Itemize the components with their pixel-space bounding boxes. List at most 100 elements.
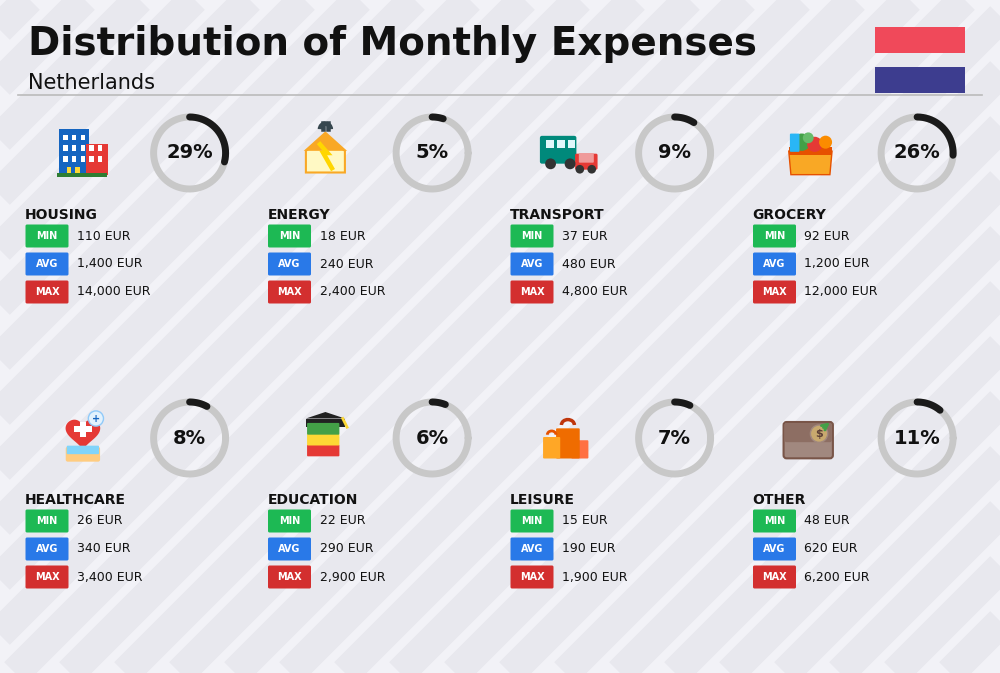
Circle shape — [803, 133, 814, 143]
Text: MIN: MIN — [279, 231, 300, 241]
Text: AVG: AVG — [278, 544, 301, 554]
FancyBboxPatch shape — [59, 129, 89, 175]
Text: 8%: 8% — [173, 429, 206, 448]
Text: MIN: MIN — [764, 231, 785, 241]
Text: MAX: MAX — [277, 572, 302, 582]
Polygon shape — [304, 131, 347, 151]
FancyBboxPatch shape — [74, 426, 92, 431]
FancyBboxPatch shape — [557, 140, 565, 147]
Text: 340 EUR: 340 EUR — [77, 542, 130, 555]
FancyBboxPatch shape — [753, 565, 796, 588]
FancyBboxPatch shape — [571, 440, 588, 458]
Text: 92 EUR: 92 EUR — [804, 229, 850, 242]
Text: MAX: MAX — [520, 287, 544, 297]
Text: 48 EUR: 48 EUR — [804, 514, 850, 528]
FancyBboxPatch shape — [81, 145, 85, 151]
Text: MIN: MIN — [521, 516, 543, 526]
FancyBboxPatch shape — [26, 538, 68, 561]
Text: EDUCATION: EDUCATION — [268, 493, 358, 507]
FancyBboxPatch shape — [63, 145, 68, 151]
Text: 5%: 5% — [416, 143, 449, 162]
FancyBboxPatch shape — [72, 156, 76, 162]
FancyBboxPatch shape — [753, 538, 796, 561]
FancyBboxPatch shape — [268, 538, 311, 561]
Text: 37 EUR: 37 EUR — [562, 229, 608, 242]
Text: Netherlands: Netherlands — [28, 73, 155, 93]
FancyBboxPatch shape — [540, 136, 576, 164]
Text: MAX: MAX — [520, 572, 544, 582]
Text: 3,400 EUR: 3,400 EUR — [77, 571, 143, 583]
FancyBboxPatch shape — [26, 565, 68, 588]
Text: TRANSPORT: TRANSPORT — [510, 208, 605, 222]
FancyBboxPatch shape — [67, 167, 71, 172]
Text: 9%: 9% — [658, 143, 691, 162]
Text: $: $ — [815, 429, 823, 439]
FancyBboxPatch shape — [568, 140, 575, 147]
FancyBboxPatch shape — [790, 133, 799, 152]
Circle shape — [807, 137, 822, 152]
Text: AVG: AVG — [521, 544, 543, 554]
FancyBboxPatch shape — [875, 27, 965, 53]
Text: 620 EUR: 620 EUR — [804, 542, 858, 555]
Text: ENERGY: ENERGY — [268, 208, 330, 222]
FancyBboxPatch shape — [511, 565, 554, 588]
Polygon shape — [66, 420, 100, 451]
Text: MAX: MAX — [35, 287, 59, 297]
Text: 6,200 EUR: 6,200 EUR — [804, 571, 870, 583]
Text: 290 EUR: 290 EUR — [320, 542, 373, 555]
Circle shape — [810, 425, 828, 442]
FancyBboxPatch shape — [66, 447, 100, 462]
FancyBboxPatch shape — [307, 423, 339, 435]
FancyBboxPatch shape — [63, 135, 68, 140]
FancyBboxPatch shape — [89, 145, 94, 151]
FancyBboxPatch shape — [57, 172, 107, 177]
Text: 15 EUR: 15 EUR — [562, 514, 608, 528]
Text: 26%: 26% — [894, 143, 940, 162]
FancyBboxPatch shape — [72, 135, 76, 140]
Text: 240 EUR: 240 EUR — [320, 258, 373, 271]
Text: +: + — [92, 413, 100, 423]
Text: MAX: MAX — [277, 287, 302, 297]
Text: MAX: MAX — [762, 287, 787, 297]
Polygon shape — [306, 412, 345, 419]
Text: 18 EUR: 18 EUR — [320, 229, 365, 242]
FancyBboxPatch shape — [753, 281, 796, 304]
FancyBboxPatch shape — [81, 135, 85, 140]
Text: MIN: MIN — [36, 516, 58, 526]
Text: HOUSING: HOUSING — [25, 208, 98, 222]
Text: 1,900 EUR: 1,900 EUR — [562, 571, 628, 583]
FancyBboxPatch shape — [67, 446, 99, 454]
FancyBboxPatch shape — [86, 144, 108, 175]
Text: MAX: MAX — [762, 572, 787, 582]
Circle shape — [565, 158, 575, 169]
Text: MIN: MIN — [279, 516, 300, 526]
Text: AVG: AVG — [36, 259, 58, 269]
Text: AVG: AVG — [763, 259, 786, 269]
Text: 1,200 EUR: 1,200 EUR — [804, 258, 870, 271]
Text: GROCERY: GROCERY — [753, 208, 826, 222]
FancyBboxPatch shape — [789, 147, 832, 155]
Text: 22 EUR: 22 EUR — [320, 514, 365, 528]
Text: 190 EUR: 190 EUR — [562, 542, 616, 555]
FancyBboxPatch shape — [784, 422, 833, 458]
Text: OTHER: OTHER — [753, 493, 806, 507]
FancyBboxPatch shape — [753, 252, 796, 275]
FancyBboxPatch shape — [98, 156, 102, 162]
FancyBboxPatch shape — [307, 445, 339, 456]
FancyBboxPatch shape — [511, 252, 554, 275]
FancyBboxPatch shape — [26, 281, 68, 304]
Circle shape — [88, 411, 103, 426]
FancyBboxPatch shape — [785, 423, 832, 442]
FancyBboxPatch shape — [575, 153, 598, 170]
Text: 12,000 EUR: 12,000 EUR — [804, 285, 878, 299]
Text: 110 EUR: 110 EUR — [77, 229, 130, 242]
FancyBboxPatch shape — [268, 509, 311, 532]
FancyBboxPatch shape — [63, 156, 68, 162]
Text: 6%: 6% — [416, 429, 449, 448]
Text: 2,400 EUR: 2,400 EUR — [320, 285, 385, 299]
FancyBboxPatch shape — [875, 67, 965, 93]
FancyBboxPatch shape — [511, 509, 554, 532]
FancyBboxPatch shape — [26, 509, 68, 532]
Text: AVG: AVG — [278, 259, 301, 269]
Circle shape — [545, 158, 556, 169]
